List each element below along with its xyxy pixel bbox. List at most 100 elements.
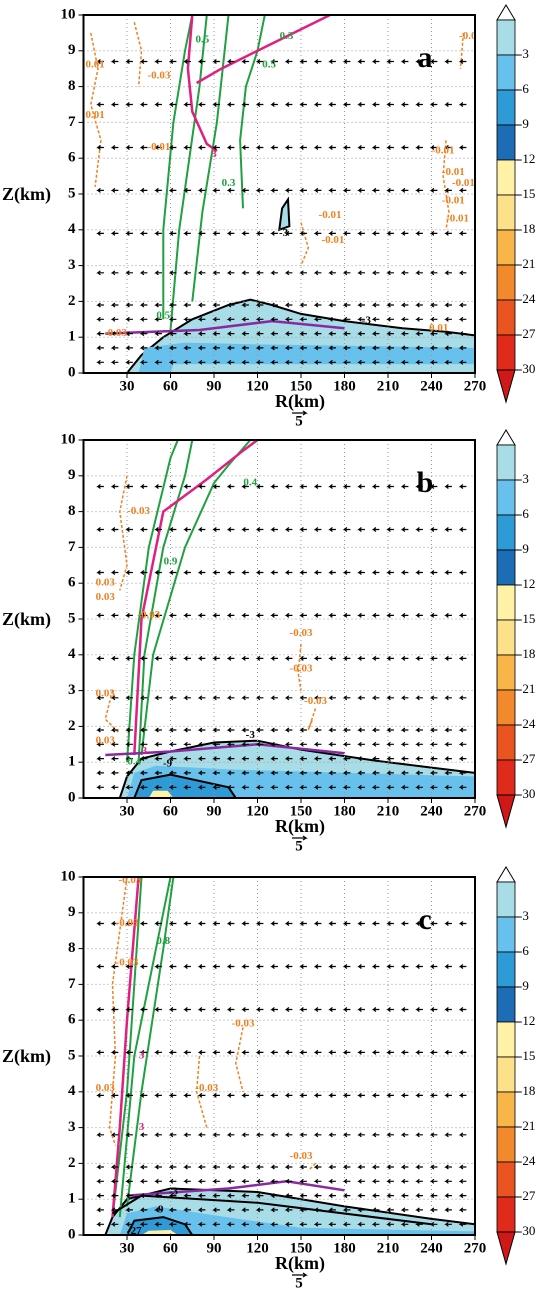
y-tick-label: 3 [68,1119,76,1135]
y-tick-label: 5 [68,610,76,626]
contour-label: 0.01 [85,59,104,71]
colorbar-label: -15 [518,186,535,201]
x-tick-label: 30 [120,803,135,819]
x-tick-label: 180 [333,1240,356,1256]
colorbar-box [496,514,516,551]
contour-label: -0.03 [232,1017,255,1029]
colorbar-label: -12 [518,151,535,166]
y-tick-label: 8 [68,940,76,956]
x-tick-label: 90 [207,1240,222,1256]
contour-label: -0.03 [290,627,313,639]
contour-label: -0.0 [459,30,477,42]
colorbar-box [496,19,516,56]
reference-vector [292,835,308,841]
dashed-contour [297,644,302,691]
contour-label: -0.03 [195,1082,218,1094]
x-tick-label: 240 [420,1240,443,1256]
dashed-contour [108,876,128,1146]
filled-contour [148,790,174,798]
plot-area [83,877,475,1235]
x-axis-label: R(km) [275,391,325,412]
wind-vectors [96,59,467,365]
colorbar-box [496,549,516,586]
contour-label: 0.03 [96,734,116,746]
colorbar-label: -24 [518,716,536,731]
colorbar-label: -21 [518,1118,535,1133]
y-tick-label: 0 [68,1226,76,1242]
dashed-contour [307,1162,317,1172]
x-tick-label: 90 [207,378,222,394]
colorbar-box [496,689,516,726]
x-tick-label: 180 [333,378,356,394]
reference-vector [292,410,308,416]
y-tick-label: 3 [68,257,76,273]
x-tick-label: 90 [207,803,222,819]
y-tick-label: 6 [68,1012,76,1028]
colorbar-end [496,794,516,829]
colorbar-label: -18 [518,646,535,661]
y-tick-label: 9 [68,42,76,58]
contour-label: 3 [142,745,148,757]
y-tick-label: 1 [68,329,76,345]
contour-label: 0.03 [96,688,116,700]
colorbar-label: -30 [518,361,535,376]
contour-label: 0.4 [243,476,257,488]
reference-vector-label: 5 [295,838,303,854]
x-tick-label: 270 [464,803,487,819]
contour-label: 0.03 [96,577,116,589]
y-tick-label: 4 [68,646,76,662]
colorbar-label: -18 [518,221,535,236]
contour-line [126,1180,345,1197]
colorbar-label: -6 [518,506,529,521]
y-tick-label: 2 [68,718,76,734]
colorbar-box [496,986,516,1023]
contour-label: -3 [169,1186,179,1198]
colorbar-box [496,1126,516,1163]
x-tick-label: 150 [290,1240,313,1256]
colorbar-box [496,951,516,988]
colorbar-label: -21 [518,681,535,696]
colorbar-box [496,124,516,161]
contour-label: 0.01 [429,322,448,334]
y-tick-label: 6 [68,150,76,166]
colorbar-end [496,4,516,21]
contour-line [126,876,175,1207]
contour-line [239,14,266,209]
y-tick-label: 6 [68,575,76,591]
contour-label: -9 [163,758,173,770]
panel-label: a [418,41,433,74]
x-tick-label: 240 [420,803,443,819]
colorbar-box [496,1091,516,1128]
filled-contour [170,364,475,373]
contour-line [186,14,218,153]
contour-line [126,439,179,763]
plot-area [83,440,475,798]
colorbar-box [496,299,516,336]
y-axis-label: Z(km) [2,1046,51,1067]
panel-label: c [418,903,431,936]
contour-line [195,13,331,85]
colorbar-box [496,619,516,656]
colorbar-label: -12 [518,576,535,591]
panel: -0.03 -0.03 -0.03 0.8 -0.03 0.03 -0.03 -0.03 3 3 -… [2,866,536,1291]
contour-label: -0.03 [290,1150,313,1162]
contour-label: -3 [246,729,256,741]
colorbar-box [496,444,516,481]
y-tick-label: 3 [68,682,76,698]
contour-line [133,438,259,756]
contour-line [118,876,172,1218]
x-axis-label: R(km) [275,1253,325,1274]
y-axis-label: Z(km) [2,184,51,205]
contour-line [137,439,194,763]
contour-label: -0.03 [147,69,170,81]
contour-line [105,743,345,757]
x-tick-label: 120 [246,803,269,819]
wind-vectors [96,484,467,790]
colorbar-box [496,479,516,516]
y-tick-label: 7 [68,114,76,130]
x-tick-label: 30 [120,378,135,394]
y-tick-label: 2 [68,293,76,309]
filled-contour [119,1206,476,1235]
colorbar-end [496,369,516,404]
colorbar-box [496,759,516,796]
